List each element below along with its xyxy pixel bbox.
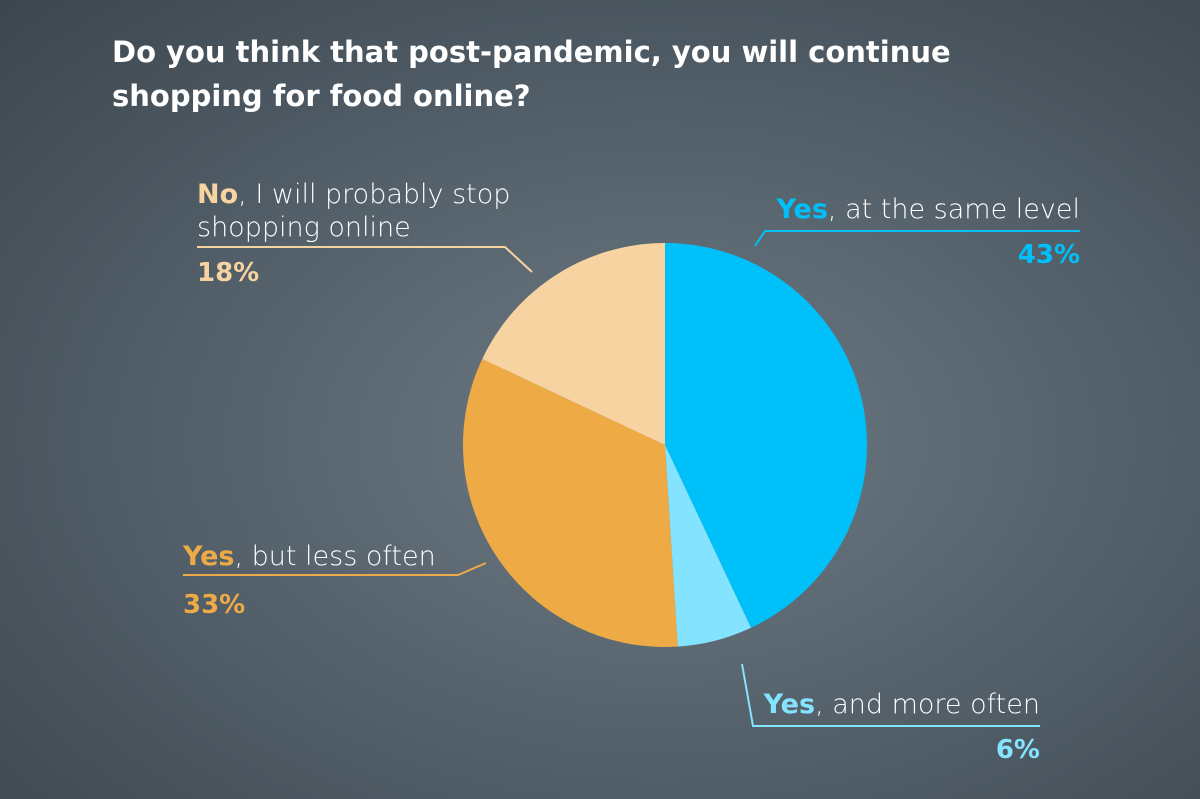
label-keyword: Yes [183,541,235,572]
value-label: 43% [1017,240,1080,270]
pie-slice [665,243,867,628]
pie-slice [463,358,678,647]
leader-line [183,562,487,576]
slice-label: Yes, and more often [763,689,1040,720]
leader-line [197,246,533,273]
leader-line [754,230,1080,247]
slice-label: Yes, but less often [183,541,436,572]
label-keyword: Yes [776,194,828,225]
label-keyword: No [197,179,239,210]
slice-label: Yes, at the same level [776,194,1080,225]
label-keyword: Yes [763,689,816,720]
value-label: 6% [995,735,1040,765]
leader-line [741,663,1040,727]
pie-slice [482,243,665,445]
pie-slice [665,445,752,647]
value-label: 18% [197,258,260,288]
value-label: 33% [183,590,246,620]
chart-title: Do you think that post-pandemic, you wil… [112,35,951,113]
slice-label: No, I will probably stop shopping online [197,179,511,243]
